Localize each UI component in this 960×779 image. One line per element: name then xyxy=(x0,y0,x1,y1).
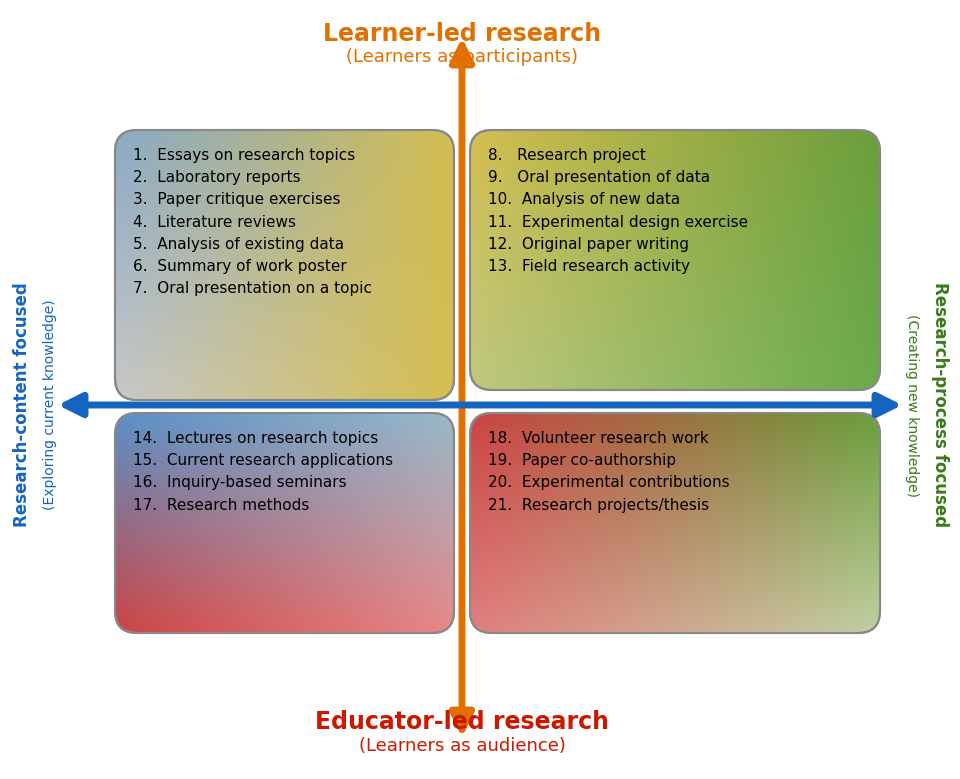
Text: Educator-led research: Educator-led research xyxy=(315,710,609,734)
Text: 18.  Volunteer research work
19.  Paper co-authorship
20.  Experimental contribu: 18. Volunteer research work 19. Paper co… xyxy=(488,431,730,513)
Text: (Learners as audience): (Learners as audience) xyxy=(359,737,565,755)
Text: (Exploring current knowledge): (Exploring current knowledge) xyxy=(43,300,57,510)
Text: 8.   Research project
9.   Oral presentation of data
10.  Analysis of new data
1: 8. Research project 9. Oral presentation… xyxy=(488,148,748,274)
Text: 14.  Lectures on research topics
15.  Current research applications
16.  Inquiry: 14. Lectures on research topics 15. Curr… xyxy=(133,431,394,513)
Text: Learner-led research: Learner-led research xyxy=(323,22,601,46)
Text: (Learners as participants): (Learners as participants) xyxy=(346,48,578,66)
Text: Research-process focused: Research-process focused xyxy=(931,283,949,527)
Text: (Creating new knowledge): (Creating new knowledge) xyxy=(905,313,919,496)
Text: 1.  Essays on research topics
2.  Laboratory reports
3.  Paper critique exercise: 1. Essays on research topics 2. Laborato… xyxy=(133,148,372,296)
Text: Research-content focused: Research-content focused xyxy=(13,283,31,527)
